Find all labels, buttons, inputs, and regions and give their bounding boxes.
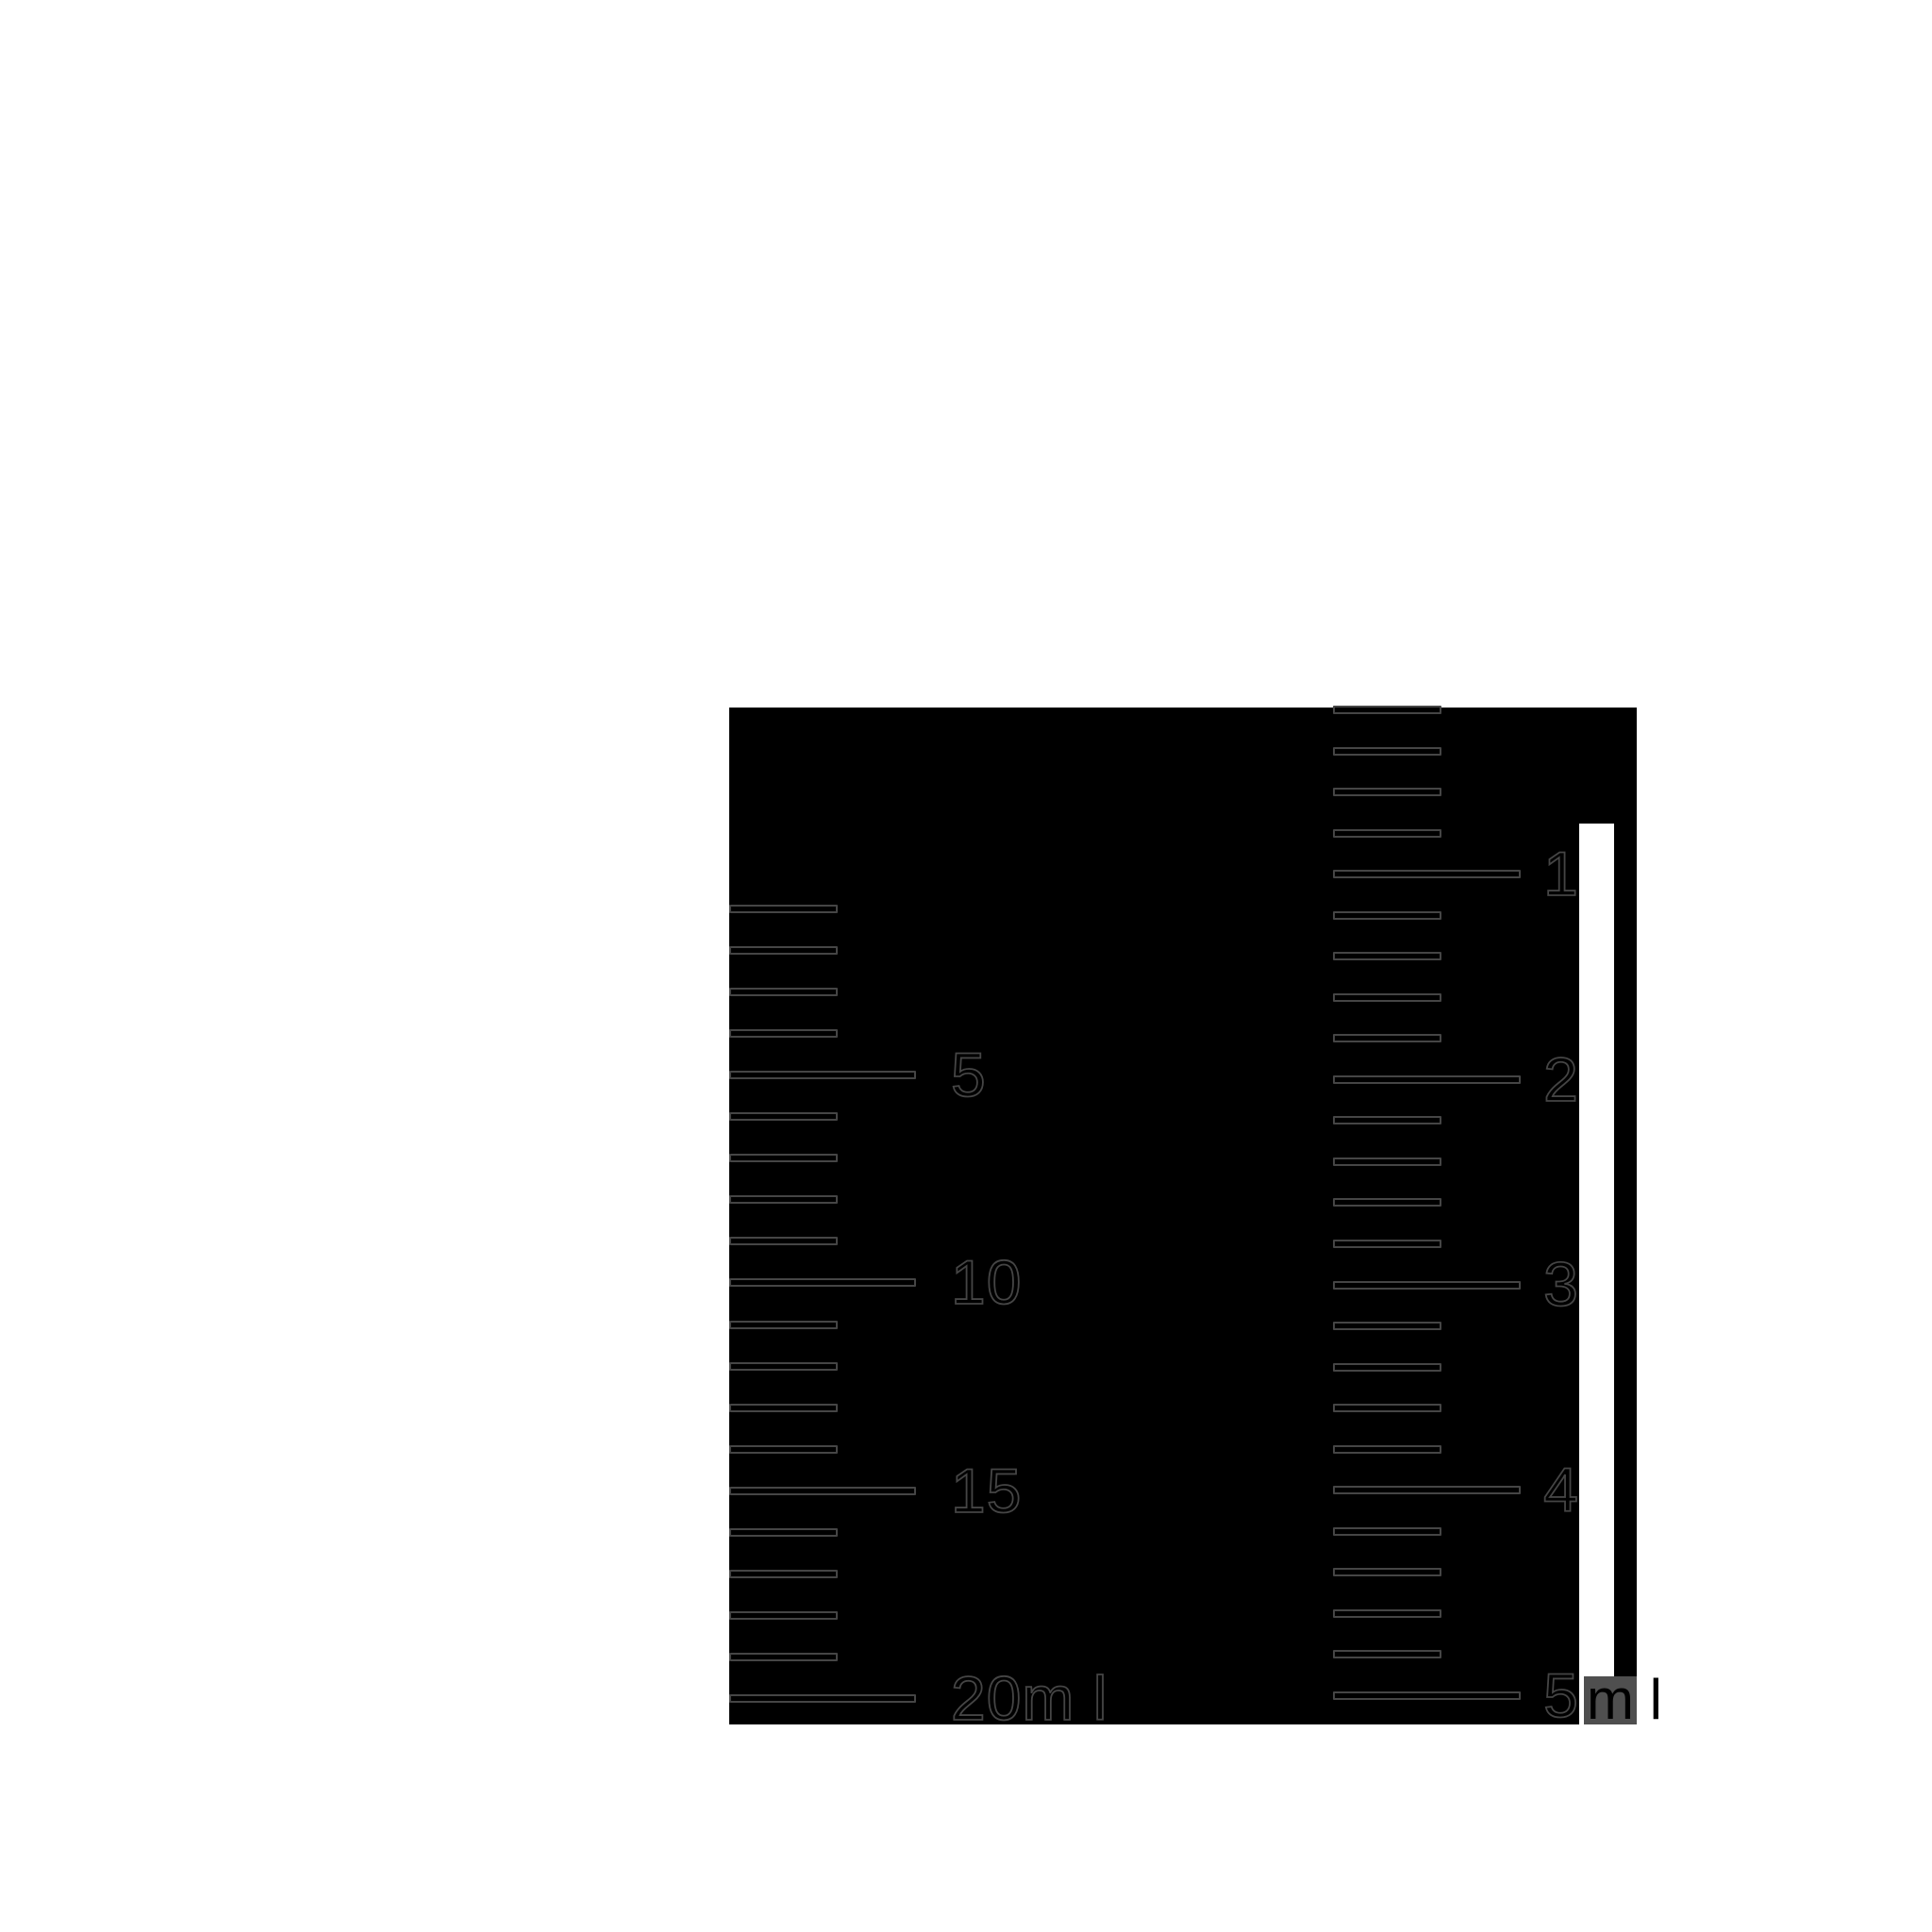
left-scale-label: 5 — [950, 1039, 987, 1110]
left-scale-minor-tick — [729, 1154, 838, 1162]
left-scale-minor-tick — [729, 1404, 838, 1412]
left-scale-major-tick — [729, 1694, 916, 1703]
right-scale-label: 5 — [1542, 1659, 1579, 1731]
syringe-silhouette — [729, 708, 1637, 1724]
left-scale-label: 15 — [950, 1455, 1023, 1526]
right-scale-minor-tick — [1333, 1404, 1441, 1412]
right-scale-minor-tick — [1333, 1363, 1441, 1372]
right-scale-major-tick — [1333, 1075, 1521, 1084]
left-scale-minor-tick — [729, 1362, 838, 1371]
left-scale-minor-tick — [729, 1321, 838, 1329]
right-scale-minor-tick — [1333, 1198, 1441, 1207]
right-scale-minor-tick — [1333, 1568, 1441, 1576]
barrel-white-strip — [1579, 824, 1614, 1724]
right-scale-minor-tick — [1333, 1116, 1441, 1124]
left-scale-minor-tick — [729, 1237, 838, 1245]
right-scale-minor-tick — [1333, 1158, 1441, 1166]
left-scale-minor-tick — [729, 1029, 838, 1038]
right-scale-major-tick — [1333, 1486, 1521, 1494]
left-scale-minor-tick — [729, 1195, 838, 1204]
unit-badge-label: m l — [1587, 1668, 1662, 1731]
right-scale-minor-tick — [1333, 1240, 1441, 1248]
right-scale-minor-tick — [1333, 1445, 1441, 1454]
unit-badge: m l — [1584, 1672, 1662, 1728]
right-scale-minor-tick — [1333, 706, 1441, 714]
right-scale-minor-tick — [1333, 952, 1441, 960]
right-scale-label: 2 — [1542, 1043, 1579, 1115]
left-scale-minor-tick — [729, 905, 838, 913]
right-scale-label: 3 — [1542, 1248, 1579, 1320]
left-scale-minor-tick — [729, 1445, 838, 1454]
left-scale-minor-tick — [729, 1570, 838, 1578]
right-scale-label: 4 — [1542, 1454, 1579, 1525]
left-scale-minor-tick — [729, 1528, 838, 1537]
right-scale-major-tick — [1333, 1281, 1521, 1290]
left-scale-minor-tick — [729, 1611, 838, 1620]
left-scale-major-tick — [729, 1278, 916, 1287]
right-scale-minor-tick — [1333, 1609, 1441, 1618]
right-scale-label: 1 — [1542, 838, 1579, 909]
right-scale-minor-tick — [1333, 747, 1441, 756]
right-scale-minor-tick — [1333, 993, 1441, 1002]
right-scale-minor-tick — [1333, 1322, 1441, 1330]
left-scale-minor-tick — [729, 1112, 838, 1121]
right-scale-major-tick — [1333, 1691, 1521, 1700]
right-scale-major-tick — [1333, 870, 1521, 878]
left-scale-minor-tick — [729, 1653, 838, 1661]
right-scale-minor-tick — [1333, 788, 1441, 796]
right-scale-minor-tick — [1333, 1527, 1441, 1536]
right-scale-minor-tick — [1333, 1650, 1441, 1658]
left-scale-minor-tick — [729, 946, 838, 955]
right-scale-minor-tick — [1333, 911, 1441, 920]
left-scale-label: 20m l — [950, 1662, 1108, 1734]
right-scale-minor-tick — [1333, 829, 1441, 838]
left-scale-major-tick — [729, 1071, 916, 1079]
left-scale-minor-tick — [729, 988, 838, 996]
right-scale-minor-tick — [1333, 1034, 1441, 1042]
left-scale-major-tick — [729, 1487, 916, 1495]
left-scale-label: 10 — [950, 1246, 1023, 1318]
